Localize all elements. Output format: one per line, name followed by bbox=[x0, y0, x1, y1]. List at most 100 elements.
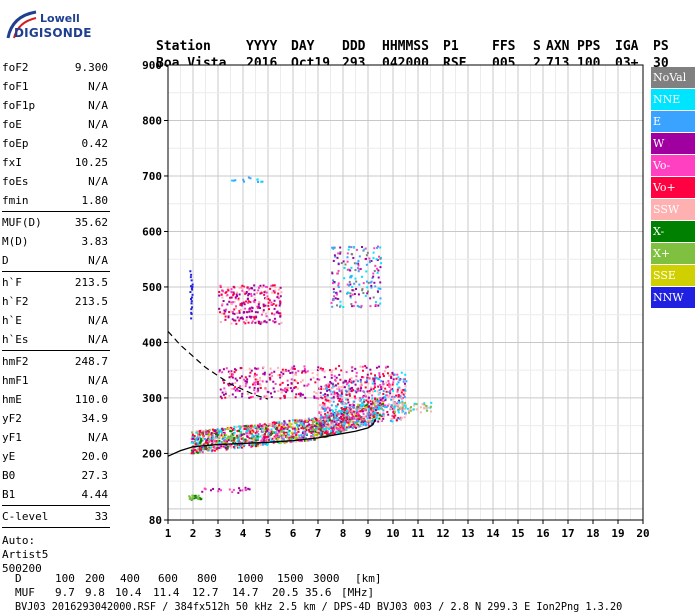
echo-point bbox=[249, 308, 252, 311]
footer-table: D 100 200 400 600 800 1000 1500 3000 [km]MUF 9.7 9.… bbox=[15, 572, 622, 613]
echo-point bbox=[303, 420, 306, 423]
echo-point bbox=[340, 400, 343, 403]
echo-point bbox=[353, 421, 356, 424]
echo-point bbox=[430, 401, 433, 404]
echo-point bbox=[223, 428, 226, 431]
param-label: hmF1 bbox=[2, 374, 29, 387]
echo-point bbox=[391, 414, 394, 417]
echo-point bbox=[217, 442, 220, 445]
echo-point bbox=[237, 437, 240, 440]
x-tick-label: 11 bbox=[411, 527, 425, 540]
echo-point bbox=[219, 311, 222, 314]
echo-point bbox=[397, 404, 400, 407]
echo-point bbox=[225, 427, 228, 430]
echo-point bbox=[400, 392, 403, 395]
param-label: B1 bbox=[2, 488, 16, 501]
echo-point bbox=[347, 423, 350, 426]
echo-point bbox=[246, 286, 249, 289]
echo-point bbox=[313, 432, 316, 435]
echo-point bbox=[352, 415, 355, 418]
echo-point bbox=[349, 283, 352, 286]
echo-point bbox=[306, 384, 309, 387]
echo-point bbox=[277, 390, 280, 393]
echo-point bbox=[289, 371, 292, 374]
echo-point bbox=[224, 291, 227, 294]
echo-point bbox=[307, 439, 310, 442]
echo-point bbox=[238, 389, 241, 392]
echo-point bbox=[357, 409, 360, 412]
echo-point bbox=[398, 401, 401, 404]
echo-point bbox=[248, 310, 251, 313]
echo-point bbox=[400, 396, 403, 399]
echo-point bbox=[326, 389, 329, 392]
echo-point bbox=[195, 450, 198, 453]
echo-point bbox=[385, 394, 388, 397]
echo-point bbox=[197, 444, 200, 447]
echo-point bbox=[238, 311, 241, 314]
echo-point bbox=[358, 425, 361, 428]
echo-point bbox=[243, 291, 246, 294]
echo-point bbox=[397, 411, 400, 414]
echo-point bbox=[365, 263, 368, 266]
echo-point bbox=[336, 304, 339, 307]
echo-point bbox=[310, 423, 313, 426]
echo-point bbox=[261, 434, 264, 437]
param-row: foF2 9.300 bbox=[2, 58, 110, 77]
echo-point bbox=[236, 440, 239, 443]
echo-point bbox=[369, 413, 372, 416]
param-row: h`F 213.5 bbox=[2, 273, 110, 292]
echo-point bbox=[189, 270, 192, 273]
echo-point bbox=[194, 443, 197, 446]
echo-point bbox=[260, 313, 263, 316]
echo-point bbox=[257, 306, 260, 309]
echo-point bbox=[235, 436, 238, 439]
echo-point bbox=[381, 386, 384, 389]
echo-point bbox=[386, 365, 389, 368]
echo-point bbox=[356, 419, 359, 422]
echo-point bbox=[254, 311, 257, 314]
echo-point bbox=[257, 426, 260, 429]
echo-point bbox=[279, 433, 282, 436]
echo-point bbox=[208, 440, 211, 443]
echo-point bbox=[335, 420, 338, 423]
echo-point bbox=[256, 178, 259, 181]
echo-point bbox=[319, 424, 322, 427]
echo-point bbox=[321, 403, 324, 406]
echo-point bbox=[221, 371, 224, 374]
echo-point bbox=[325, 385, 328, 388]
echo-point bbox=[340, 369, 343, 372]
echo-point bbox=[277, 297, 280, 300]
echo-point bbox=[320, 424, 323, 427]
echo-point bbox=[358, 255, 361, 258]
echo-point bbox=[329, 400, 332, 403]
echo-point bbox=[326, 430, 329, 433]
echo-point bbox=[343, 266, 346, 269]
echo-point bbox=[228, 296, 231, 299]
echo-point bbox=[197, 498, 200, 501]
echo-point bbox=[259, 423, 262, 426]
echo-point bbox=[371, 276, 374, 279]
echo-point bbox=[259, 376, 262, 379]
f2-trace-line bbox=[167, 418, 377, 457]
echo-point bbox=[247, 300, 250, 303]
echo-point bbox=[249, 316, 252, 319]
echo-point bbox=[352, 410, 355, 413]
echo-point bbox=[355, 280, 358, 283]
echo-point bbox=[237, 491, 240, 494]
echo-point bbox=[343, 422, 346, 425]
echo-point bbox=[268, 376, 271, 379]
echo-point bbox=[384, 399, 387, 402]
footer: D 100 200 400 600 800 1000 1500 3000 [km] MUF 9.7 9.… bbox=[2, 558, 700, 616]
echo-point bbox=[251, 440, 254, 443]
echo-point bbox=[256, 383, 259, 386]
echo-point bbox=[365, 424, 368, 427]
echo-point bbox=[397, 381, 400, 384]
echo-point bbox=[332, 383, 335, 386]
echo-point bbox=[268, 422, 271, 425]
echo-point bbox=[233, 371, 236, 374]
echo-point bbox=[282, 427, 285, 430]
echo-point bbox=[390, 404, 393, 407]
echo-point bbox=[231, 310, 234, 313]
echo-point bbox=[372, 296, 375, 299]
echo-point bbox=[388, 383, 391, 386]
